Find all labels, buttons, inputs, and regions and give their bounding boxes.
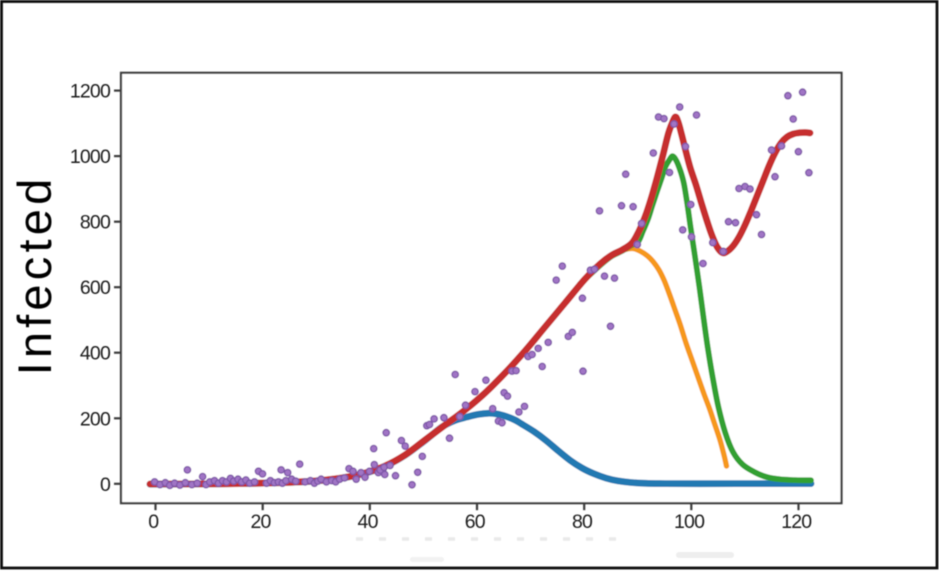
svg-text:200: 200 xyxy=(80,408,111,430)
svg-text:600: 600 xyxy=(80,277,111,299)
svg-text:Infected: Infected xyxy=(8,175,61,376)
svg-text:100: 100 xyxy=(674,511,705,533)
svg-text:120: 120 xyxy=(781,511,812,533)
svg-text:20: 20 xyxy=(250,511,271,533)
svg-text:40: 40 xyxy=(358,511,379,533)
svg-text:800: 800 xyxy=(80,212,111,234)
svg-text:80: 80 xyxy=(572,511,593,533)
svg-text:400: 400 xyxy=(80,343,111,365)
svg-text:60: 60 xyxy=(465,511,486,533)
svg-text:0: 0 xyxy=(100,474,111,496)
svg-text:1200: 1200 xyxy=(70,81,111,103)
svg-text:1000: 1000 xyxy=(70,146,111,168)
svg-text:0: 0 xyxy=(148,511,159,533)
